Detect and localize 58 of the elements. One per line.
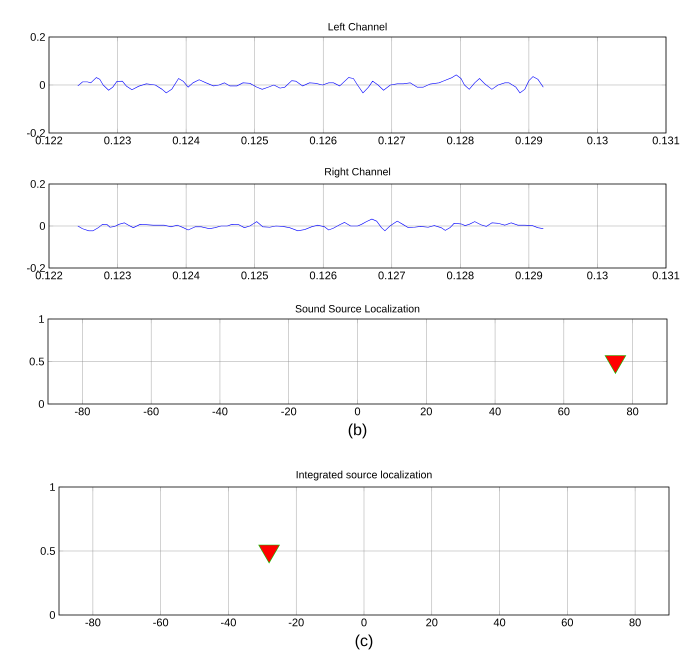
chart-title: Left Channel <box>328 22 387 30</box>
text: (b) <box>348 424 366 438</box>
x-tick-label: 0.123 <box>104 136 131 144</box>
x-tick-label: 0.129 <box>516 136 542 144</box>
x-tick-label: 0 <box>361 618 367 626</box>
y-tick-label: -0.2 <box>27 129 45 137</box>
x-tick-label: -40 <box>212 408 228 416</box>
x-tick-label: 80 <box>626 408 638 416</box>
text: (c) <box>356 634 372 650</box>
chart-title: Right Channel <box>325 168 390 178</box>
x-tick-label: 60 <box>558 408 570 416</box>
x-tick-label: 0.122 <box>36 272 62 280</box>
x-tick-label: 40 <box>494 618 506 626</box>
x-tick-label: 0.129 <box>516 272 542 280</box>
y-tick-label: 0.5 <box>40 547 55 555</box>
x-tick-label: 0.128 <box>446 136 474 144</box>
x-tick-label: 20 <box>420 408 432 416</box>
x-tick-label: 0.124 <box>172 272 200 280</box>
x-tick-label: 80 <box>629 618 641 626</box>
x-tick-label: 0 <box>354 408 360 416</box>
x-tick-label: 20 <box>426 618 438 626</box>
x-tick-label: 0.131 <box>652 272 680 280</box>
chart-title: Integrated source localization <box>296 470 432 480</box>
x-tick-label: 0.122 <box>36 136 62 144</box>
y-tick-label: -0.2 <box>27 264 45 272</box>
x-tick-label: 0.126 <box>310 136 336 144</box>
x-tick-label: 0.127 <box>378 136 405 144</box>
x-tick-label: -80 <box>85 618 100 626</box>
x-tick-label: 0.131 <box>652 136 680 144</box>
x-tick-label: -40 <box>220 618 236 626</box>
x-tick-label: 0.124 <box>172 136 200 144</box>
line-series <box>77 218 544 232</box>
y-tick-label: 0 <box>38 400 44 408</box>
x-tick-label: -80 <box>74 408 90 416</box>
x-tick-label: -20 <box>281 408 296 416</box>
y-tick-label: 0.2 <box>30 33 45 41</box>
y-tick-label: 0 <box>40 222 46 230</box>
x-tick-label: 0.125 <box>241 136 268 144</box>
y-tick-label: 1 <box>39 315 44 323</box>
y-tick-label: 0 <box>40 81 46 89</box>
y-tick-label: 0.2 <box>30 180 45 188</box>
x-tick-label: 0.13 <box>587 272 608 280</box>
x-tick-label: -60 <box>153 618 168 626</box>
line-series <box>77 74 544 94</box>
y-tick-label: 0 <box>50 611 56 619</box>
y-tick-label: 1 <box>50 483 55 491</box>
x-tick-label: 40 <box>489 408 501 416</box>
x-tick-label: -60 <box>144 408 159 416</box>
x-tick-label: -20 <box>288 618 304 626</box>
x-tick-label: 0.127 <box>378 272 405 280</box>
y-tick-label: 0.5 <box>30 358 44 366</box>
x-tick-label: 0.126 <box>310 272 336 280</box>
x-tick-label: 0.13 <box>587 136 608 144</box>
x-tick-label: 0.125 <box>241 272 268 280</box>
chart-title: Sound Source Localization <box>296 304 420 312</box>
x-tick-label: 0.123 <box>104 272 131 280</box>
x-tick-label: 60 <box>562 618 574 626</box>
x-tick-label: 0.128 <box>446 272 474 280</box>
